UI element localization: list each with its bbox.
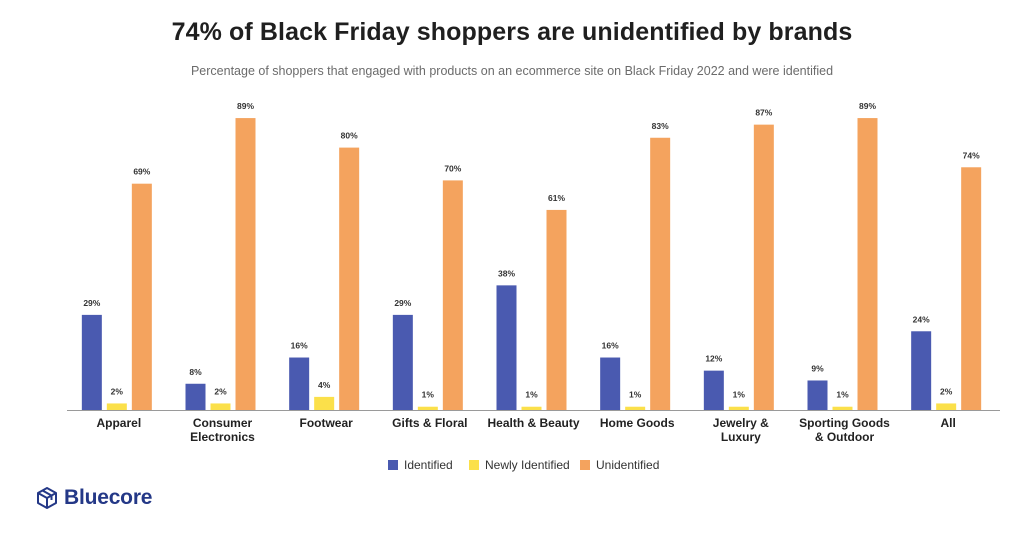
data-label: 12%: [705, 354, 722, 364]
bar-unidentified: [857, 118, 878, 410]
bar-identified: [703, 370, 724, 410]
bar-unidentified: [131, 183, 152, 410]
bar-identified: [807, 380, 828, 410]
data-label: 69%: [133, 167, 150, 177]
x-tick-label: Sporting Goods & Outdoor: [799, 416, 890, 444]
bar-newly-identified: [210, 403, 231, 410]
data-label: 8%: [189, 367, 202, 377]
chart-subtitle: Percentage of shoppers that engaged with…: [190, 64, 834, 78]
bar-newly-identified: [106, 403, 127, 410]
bar-newly-identified: [417, 406, 438, 410]
data-label: 61%: [548, 193, 565, 203]
bar-newly-identified: [936, 403, 957, 410]
x-tick-label: All: [940, 416, 955, 430]
bar-identified: [392, 314, 413, 410]
brand-name: Bluecore: [64, 486, 153, 509]
bar-identified: [289, 357, 310, 410]
bar-newly-identified: [521, 406, 542, 410]
data-label: 24%: [913, 314, 930, 324]
bar-unidentified: [753, 124, 774, 410]
bar-newly-identified: [314, 396, 335, 410]
legend-swatch-identified: [388, 460, 398, 470]
bar-unidentified: [546, 209, 567, 410]
x-tick-label: Footwear: [299, 416, 353, 430]
chart-title: 74% of Black Friday shoppers are unident…: [171, 18, 853, 46]
legend-label: Identified: [404, 458, 453, 472]
legend-swatch-newly-identified: [469, 460, 479, 470]
bar-newly-identified: [625, 406, 646, 410]
bar-unidentified: [650, 137, 671, 410]
bar-unidentified: [961, 167, 982, 410]
bar-identified: [496, 285, 517, 410]
bar-unidentified: [442, 180, 463, 410]
data-label: 16%: [291, 341, 308, 351]
cube-logo-icon: [37, 487, 57, 509]
data-label: 83%: [652, 121, 669, 131]
data-label: 80%: [341, 131, 358, 141]
data-label: 4%: [318, 380, 331, 390]
bar-unidentified: [339, 147, 360, 410]
bar-identified: [911, 331, 932, 410]
x-tick-label: Consumer Electronics: [190, 416, 255, 444]
data-label: 29%: [83, 298, 100, 308]
bar-newly-identified: [832, 406, 853, 410]
data-label: 2%: [111, 386, 124, 396]
x-tick-label: Health & Beauty: [487, 416, 579, 430]
data-label: 70%: [444, 163, 461, 173]
data-label: 1%: [422, 390, 435, 400]
x-tick-label: Apparel: [96, 416, 141, 430]
data-label: 1%: [733, 390, 746, 400]
x-tick-label: Gifts & Floral: [392, 416, 467, 430]
data-label: 89%: [859, 101, 876, 111]
data-label: 38%: [498, 268, 515, 278]
data-label: 2%: [214, 386, 227, 396]
data-label: 74%: [963, 150, 980, 160]
legend-swatch-unidentified: [580, 460, 590, 470]
data-label: 1%: [525, 390, 538, 400]
legend-label: Newly Identified: [485, 458, 570, 472]
bar-unidentified: [235, 118, 256, 410]
data-label: 1%: [629, 390, 642, 400]
data-label: 87%: [755, 108, 772, 118]
bar-newly-identified: [728, 406, 749, 410]
x-tick-label: Jewelry & Luxury: [713, 416, 769, 444]
data-label: 1%: [836, 390, 849, 400]
brand-logo: Bluecore: [36, 486, 152, 510]
legend-label: Unidentified: [596, 458, 659, 472]
bar-identified: [185, 383, 206, 410]
data-label: 89%: [237, 101, 254, 111]
data-label: 9%: [811, 363, 824, 373]
bar-identified: [600, 357, 621, 410]
data-label: 29%: [394, 298, 411, 308]
data-label: 16%: [602, 341, 619, 351]
x-tick-label: Home Goods: [600, 416, 675, 430]
bar-identified: [81, 314, 102, 410]
data-label: 2%: [940, 386, 953, 396]
